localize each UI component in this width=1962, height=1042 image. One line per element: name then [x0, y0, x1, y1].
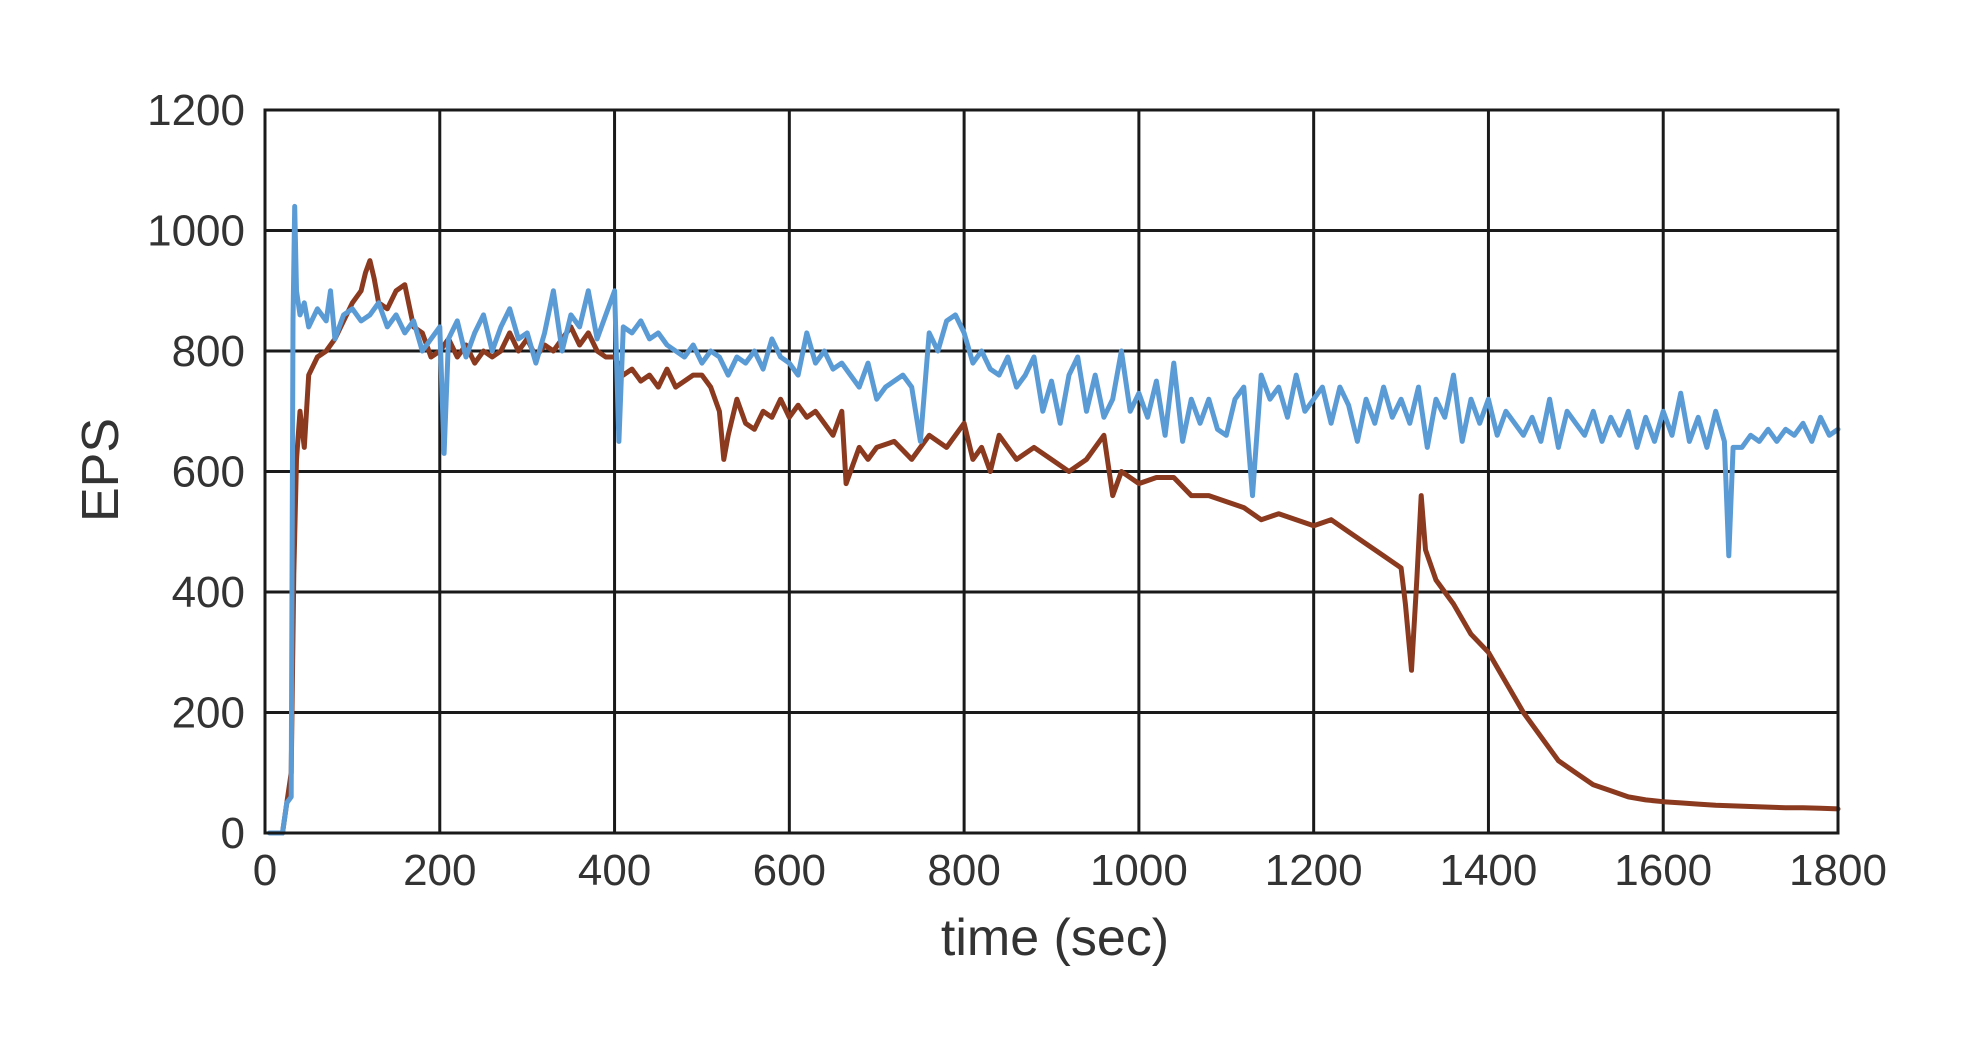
x-axis-title: time (sec) — [941, 909, 1169, 967]
y-tick-label: 600 — [172, 448, 245, 497]
series-group — [266, 203, 1841, 836]
y-axis-title: EPS — [72, 418, 130, 522]
y-tick-label: 1200 — [147, 86, 245, 135]
y-axis-ticks: 0 200 400 600 800 1000 1200 — [147, 86, 245, 858]
series-line-2 — [266, 203, 1841, 836]
y-tick-label: 1000 — [147, 207, 245, 256]
x-tick-label: 400 — [578, 846, 651, 895]
x-tick-label: 0 — [253, 846, 277, 895]
x-tick-label: 1000 — [1090, 846, 1188, 895]
x-tick-label: 1600 — [1614, 846, 1712, 895]
x-tick-label: 800 — [927, 846, 1000, 895]
plot-frame — [263, 108, 1840, 835]
x-tick-label: 1200 — [1265, 846, 1363, 895]
series-line-1 — [271, 258, 1841, 836]
y-tick-label: 200 — [172, 689, 245, 738]
x-tick-label: 200 — [403, 846, 476, 895]
x-tick-label: 1400 — [1439, 846, 1537, 895]
x-tick-label: 1800 — [1789, 846, 1887, 895]
y-tick-label: 400 — [172, 568, 245, 617]
y-tick-label: 0 — [221, 809, 245, 858]
x-axis-ticks: 0 200 400 600 800 1000 1200 1400 1600 1800 — [253, 846, 1887, 895]
x-tick-label: 600 — [753, 846, 826, 895]
y-tick-label: 800 — [172, 327, 245, 376]
